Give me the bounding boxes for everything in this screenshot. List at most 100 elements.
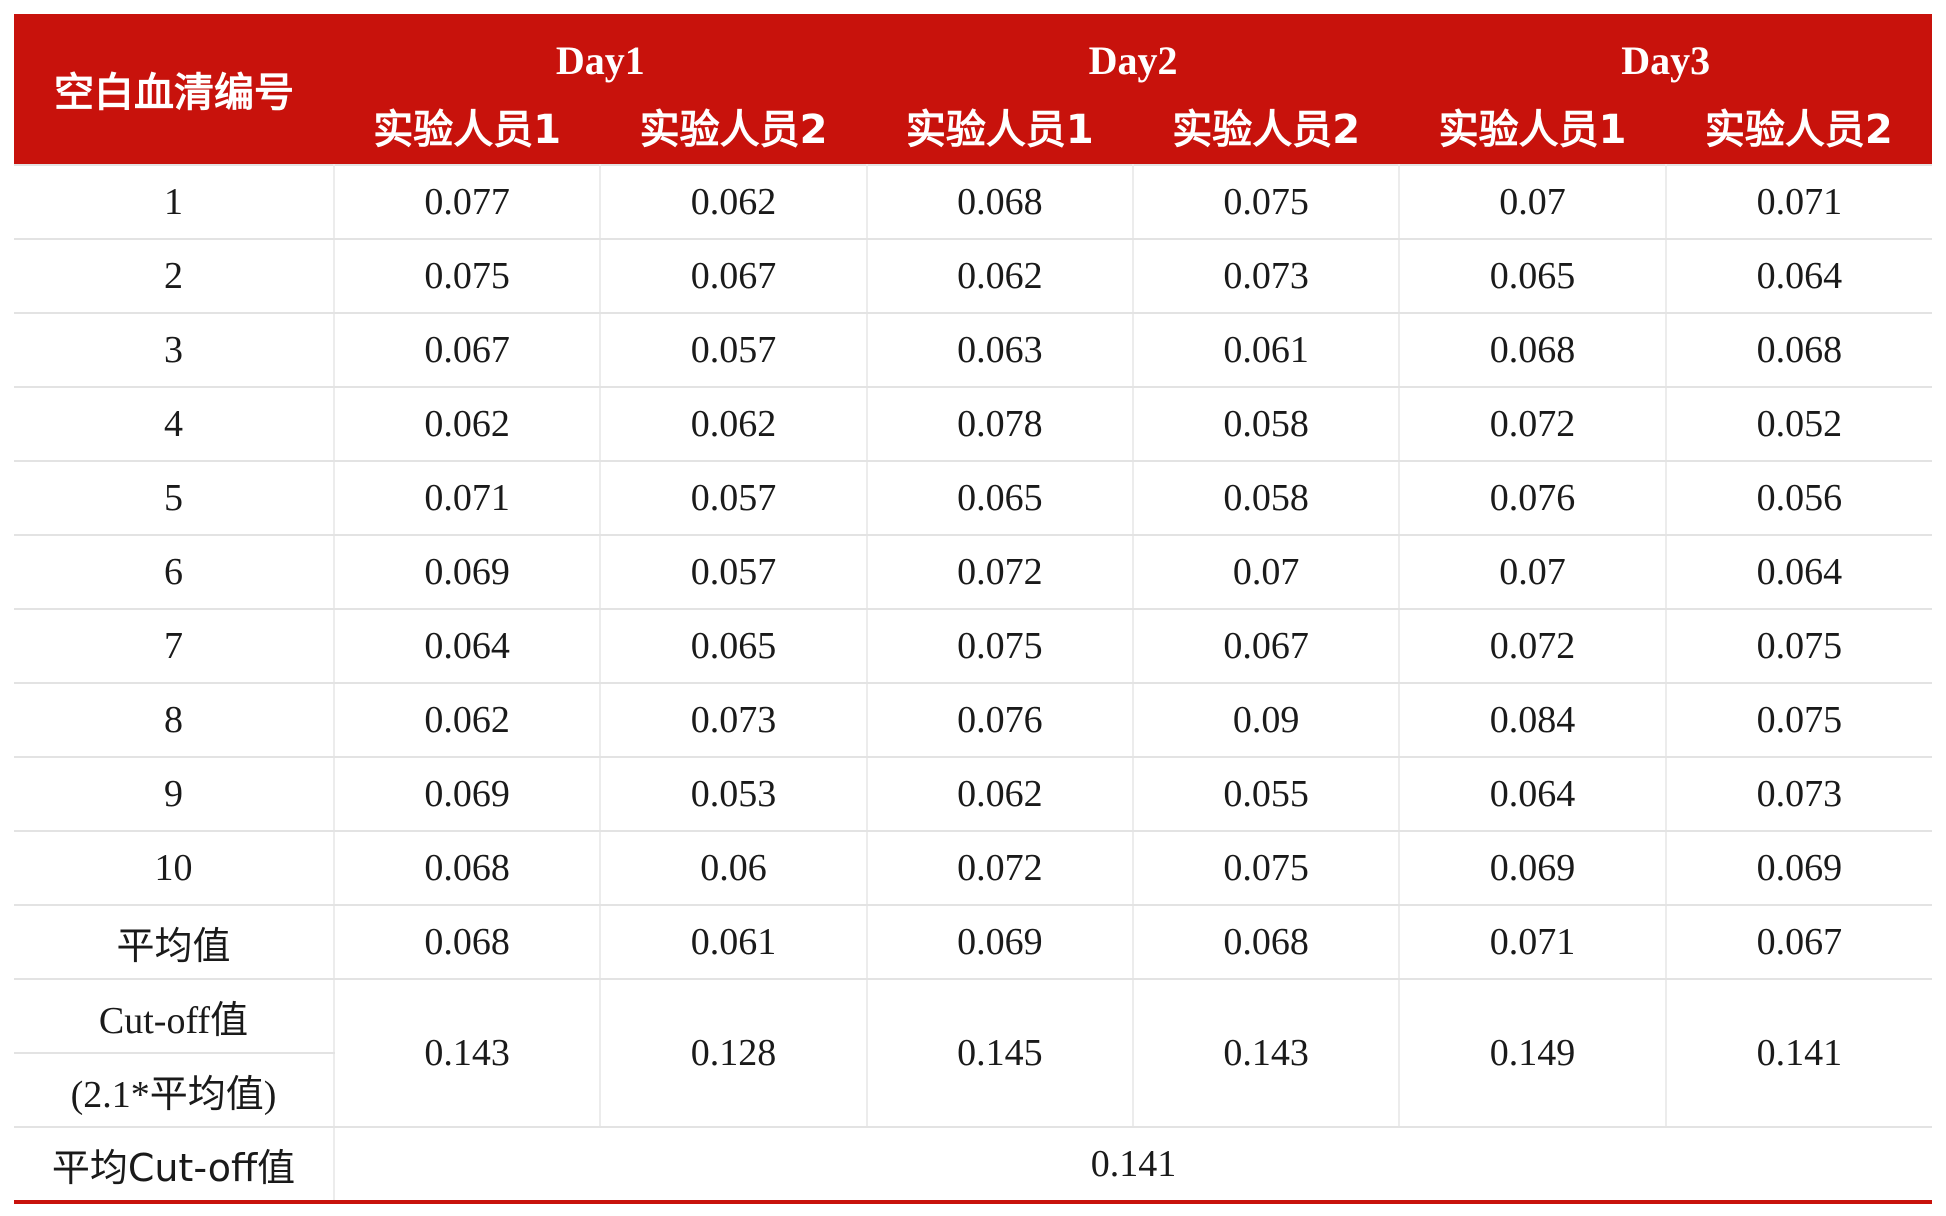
value-cell: 0.076 (865, 682, 1135, 758)
table-row: 1 0.077 0.062 0.068 0.075 0.07 0.071 (14, 164, 1933, 240)
value-cell: 0.078 (865, 386, 1135, 462)
value-cell: 0.072 (1398, 608, 1667, 684)
value-cell: 0.073 (1664, 756, 1933, 832)
value-cell: 0.064 (1398, 756, 1667, 832)
person-header: 实验人员2 (600, 88, 867, 165)
person-header: 实验人员2 (1133, 88, 1400, 165)
value-cell: 0.064 (1664, 534, 1933, 610)
value-cell: 0.067 (332, 312, 602, 388)
value-cell: 0.067 (599, 238, 868, 314)
cutoff-label-line2: (2.1*平均值) (14, 1052, 334, 1128)
value-cell: 0.069 (332, 756, 602, 832)
row-id-cell: 4 (14, 386, 335, 462)
value-cell: 0.064 (1664, 238, 1933, 314)
value-cell: 0.073 (1131, 238, 1401, 314)
table-row: 6 0.069 0.057 0.072 0.07 0.07 0.064 (14, 534, 1933, 610)
data-table: 空白血清编号 Day1 Day2 Day3 实验人员1 实验人员2 实验人员1 … (14, 14, 1933, 1204)
day-header: Day1 (334, 14, 867, 88)
value-cell: 0.072 (865, 830, 1135, 906)
value-cell: 0.064 (332, 608, 602, 684)
value-cell: 0.09 (1131, 682, 1401, 758)
day-header: Day3 (1399, 14, 1933, 88)
value-cell: 0.055 (1131, 756, 1401, 832)
mean-value-cell: 0.068 (1131, 904, 1401, 980)
value-cell: 0.075 (865, 608, 1135, 684)
value-cell: 0.062 (599, 386, 868, 462)
mean-value-cell: 0.061 (599, 904, 868, 980)
row-id-cell: 6 (14, 534, 335, 610)
value-cell: 0.068 (332, 830, 602, 906)
avg-cutoff-label: 平均Cut-off值 (14, 1126, 335, 1204)
cutoff-value-cell: 0.145 (865, 978, 1135, 1128)
value-cell: 0.057 (599, 312, 868, 388)
value-cell: 0.062 (865, 238, 1135, 314)
row-id-cell: 1 (14, 164, 335, 240)
person-header: 实验人员1 (866, 88, 1133, 165)
value-cell: 0.073 (599, 682, 868, 758)
row-id-cell: 2 (14, 238, 335, 314)
table-row: 2 0.075 0.067 0.062 0.073 0.065 0.064 (14, 238, 1933, 314)
value-cell: 0.052 (1664, 386, 1933, 462)
value-cell: 0.075 (332, 238, 602, 314)
person-header: 实验人员1 (1399, 88, 1666, 165)
value-cell: 0.071 (332, 460, 602, 536)
value-cell: 0.056 (1664, 460, 1933, 536)
table-row: 10 0.068 0.06 0.072 0.075 0.069 0.069 (14, 830, 1933, 906)
value-cell: 0.062 (599, 164, 868, 240)
mean-row: 平均值 0.068 0.061 0.069 0.068 0.071 0.067 (14, 904, 1933, 980)
value-cell: 0.07 (1398, 534, 1667, 610)
value-cell: 0.065 (1398, 238, 1667, 314)
mean-value-cell: 0.068 (332, 904, 602, 980)
value-cell: 0.062 (332, 682, 602, 758)
value-cell: 0.071 (1664, 164, 1933, 240)
table-header: 空白血清编号 Day1 Day2 Day3 实验人员1 实验人员2 实验人员1 … (14, 14, 1933, 165)
header-row-days: 空白血清编号 Day1 Day2 Day3 (14, 14, 1933, 165)
value-cell: 0.063 (865, 312, 1135, 388)
cutoff-value-cell: 0.141 (1664, 978, 1933, 1128)
row-id-cell: 3 (14, 312, 335, 388)
corner-header: 空白血清编号 (14, 14, 334, 165)
mean-value-cell: 0.069 (865, 904, 1135, 980)
value-cell: 0.072 (1398, 386, 1667, 462)
value-cell: 0.069 (1398, 830, 1667, 906)
table-row: 7 0.064 0.065 0.075 0.067 0.072 0.075 (14, 608, 1933, 684)
value-cell: 0.067 (1131, 608, 1401, 684)
person-header: 实验人员2 (1665, 88, 1933, 165)
value-cell: 0.06 (599, 830, 868, 906)
value-cell: 0.075 (1131, 164, 1401, 240)
mean-label: 平均值 (14, 904, 335, 980)
value-cell: 0.077 (332, 164, 602, 240)
value-cell: 0.068 (1398, 312, 1667, 388)
table-row: 3 0.067 0.057 0.063 0.061 0.068 0.068 (14, 312, 1933, 388)
value-cell: 0.075 (1131, 830, 1401, 906)
value-cell: 0.057 (599, 534, 868, 610)
table-row: 9 0.069 0.053 0.062 0.055 0.064 0.073 (14, 756, 1933, 832)
cutoff-row: Cut-off值 0.143 0.128 0.145 0.143 0.149 0… (14, 978, 1933, 1128)
value-cell: 0.072 (865, 534, 1135, 610)
row-id-cell: 5 (14, 460, 335, 536)
row-id-cell: 7 (14, 608, 335, 684)
table-row: 5 0.071 0.057 0.065 0.058 0.076 0.056 (14, 460, 1933, 536)
header-row-persons: 实验人员1 实验人员2 实验人员1 实验人员2 实验人员1 实验人员2 (14, 88, 1933, 165)
value-cell: 0.061 (1131, 312, 1401, 388)
value-cell: 0.062 (865, 756, 1135, 832)
table-row: 4 0.062 0.062 0.078 0.058 0.072 0.052 (14, 386, 1933, 462)
cutoff-value-cell: 0.143 (1131, 978, 1401, 1128)
avg-cutoff-row: 平均Cut-off值 0.141 (14, 1126, 1933, 1204)
avg-cutoff-value: 0.141 (332, 1126, 1933, 1204)
value-cell: 0.084 (1398, 682, 1667, 758)
value-cell: 0.068 (865, 164, 1135, 240)
value-cell: 0.075 (1664, 608, 1933, 684)
cutoff-value-cell: 0.128 (599, 978, 868, 1128)
row-id-cell: 10 (14, 830, 335, 906)
cutoff-value-cell: 0.149 (1398, 978, 1667, 1128)
value-cell: 0.069 (332, 534, 602, 610)
cutoff-label-line1: Cut-off值 (14, 978, 335, 1054)
value-cell: 0.07 (1398, 164, 1667, 240)
cutoff-row-formula: (2.1*平均值) (14, 1052, 1932, 1128)
value-cell: 0.058 (1131, 460, 1401, 536)
person-header: 实验人员1 (334, 88, 601, 165)
value-cell: 0.065 (865, 460, 1135, 536)
day-header: Day2 (866, 14, 1400, 88)
value-cell: 0.075 (1664, 682, 1933, 758)
